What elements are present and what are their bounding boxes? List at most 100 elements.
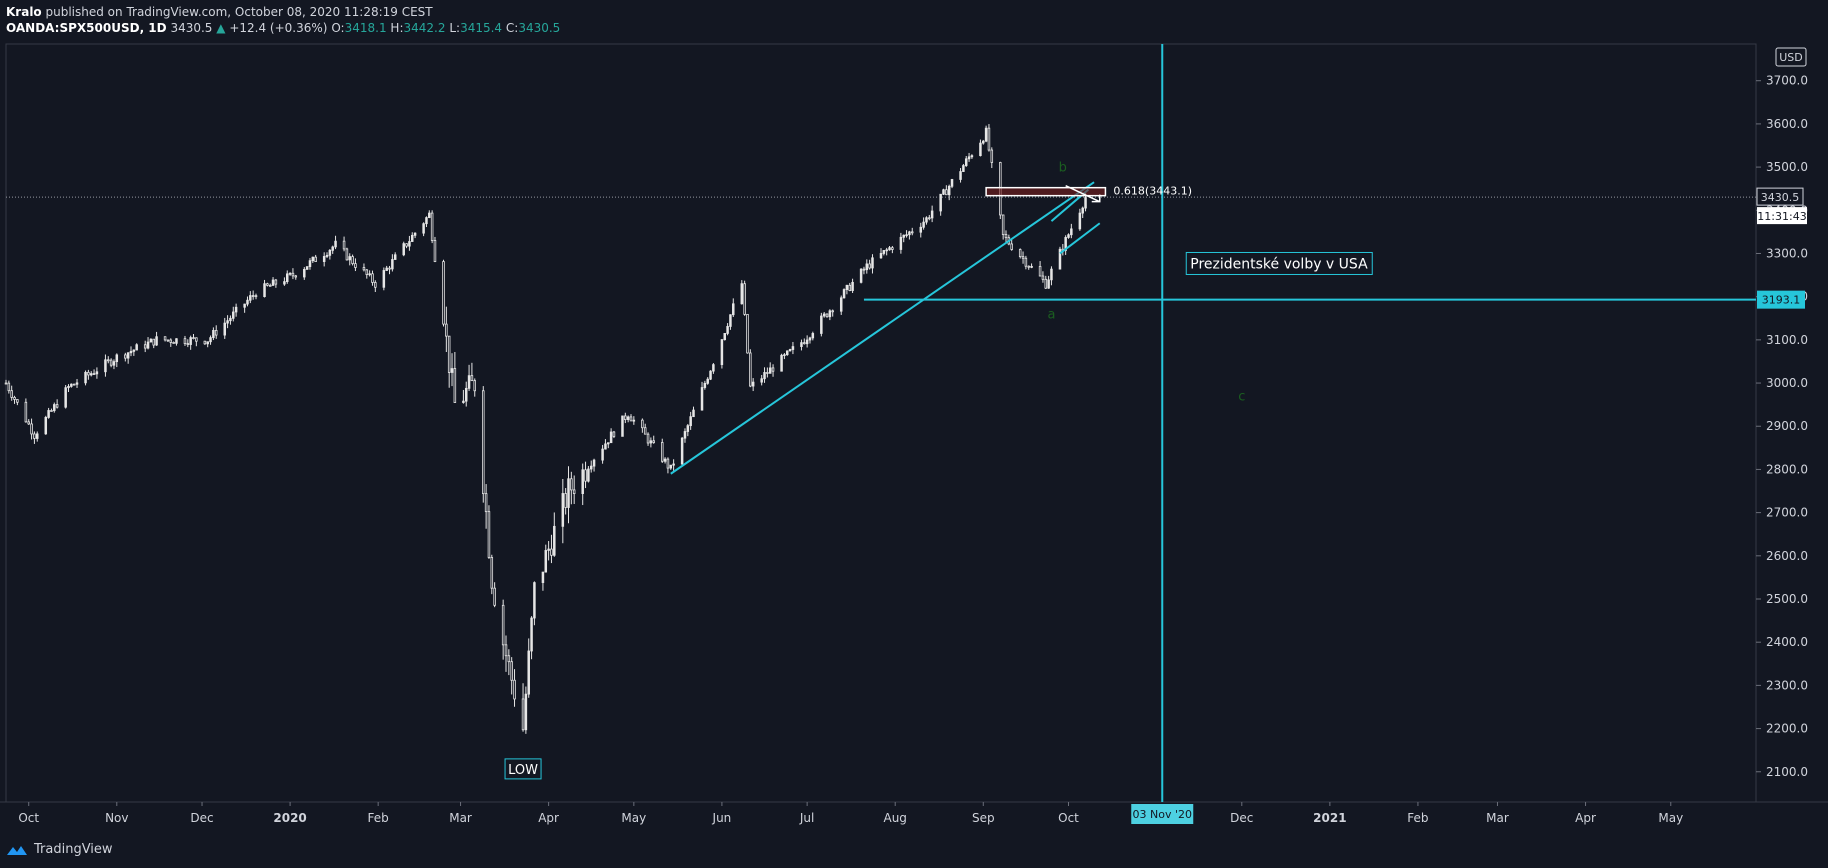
last-price: 3430.5 [170, 21, 213, 35]
candle-body [445, 323, 448, 337]
candle-body [274, 279, 278, 285]
candle-body [970, 155, 974, 158]
y-tick-label: 2600.0 [1766, 549, 1808, 563]
candle-body [601, 448, 604, 461]
candle-body [581, 469, 584, 494]
candle-body [24, 401, 28, 423]
candle-body [107, 359, 110, 362]
candle-body [450, 368, 454, 373]
projection-arrow-icon [1065, 184, 1101, 203]
candle-body [839, 297, 843, 312]
candle-body [112, 361, 116, 366]
last-price-axis-label: 3430.5 [1761, 191, 1800, 204]
candle-body [135, 344, 138, 351]
candle-body [501, 604, 505, 646]
candle-body [919, 226, 923, 233]
candle-body [979, 142, 982, 157]
candle-body [246, 299, 249, 305]
candle-body [175, 338, 178, 344]
candle-body [507, 655, 511, 663]
candle-body [348, 256, 352, 261]
candle-body [859, 268, 863, 283]
candle-body [75, 382, 79, 385]
candle-body [490, 557, 494, 589]
candle-body [910, 231, 914, 234]
candle-body [828, 310, 832, 318]
candle-body [504, 644, 508, 657]
candle-body [669, 464, 673, 469]
candle-body [271, 279, 275, 286]
candle-body [550, 548, 553, 556]
candle-body [749, 352, 752, 387]
candle-body [959, 171, 962, 180]
candle-body [822, 313, 826, 317]
candle-body [663, 458, 667, 462]
y-tick-label: 2400.0 [1766, 635, 1808, 649]
candle-body [982, 140, 985, 144]
candle-body [368, 273, 371, 276]
candle-body [365, 269, 369, 275]
candle-body [621, 415, 624, 437]
candle-body [155, 336, 158, 346]
candle-body [643, 427, 647, 435]
candle-body [342, 240, 346, 250]
candle-body [328, 249, 332, 256]
candle-body [354, 263, 357, 268]
candle-body [746, 313, 749, 354]
candle-body [624, 415, 627, 420]
x-tick-label: 2021 [1313, 811, 1346, 825]
candle-body [442, 261, 445, 325]
candle-body [64, 387, 67, 408]
candle-body [467, 375, 471, 389]
tradingview-logo-icon [7, 845, 27, 855]
candle-body [530, 617, 533, 652]
y-tick-label: 2900.0 [1766, 419, 1808, 433]
candle-body [263, 283, 266, 298]
candle-body [925, 217, 928, 223]
candle-body [800, 342, 803, 347]
x-tick-label: May [621, 811, 646, 825]
candle-body [305, 266, 309, 270]
candle-body [510, 661, 513, 681]
candle-body [67, 385, 70, 389]
candle-body [652, 440, 655, 443]
candle-body [527, 650, 530, 695]
candle-body [740, 283, 744, 305]
candle-body [629, 416, 633, 422]
fib-zone [985, 186, 1107, 197]
tradingview-footer[interactable]: TradingView [6, 842, 113, 857]
candle-body [987, 127, 991, 151]
candle-body [209, 337, 212, 343]
tradingview-brand: TradingView [34, 842, 113, 857]
candle-body [124, 354, 127, 359]
candle-body [584, 469, 587, 482]
up-arrow-icon: ▲ [216, 21, 226, 35]
candle-body [945, 189, 948, 196]
candle-body [845, 284, 849, 290]
candle-body [967, 156, 971, 160]
currency-label: USD [1779, 51, 1803, 64]
candle-body [30, 423, 33, 435]
candle-body [391, 259, 394, 270]
candle-body [132, 349, 136, 352]
candle-body [89, 373, 93, 376]
candle-body [393, 254, 397, 260]
candle-body [820, 315, 823, 334]
candle-body [371, 273, 374, 283]
candle-body [712, 364, 715, 372]
candle-body [1078, 212, 1082, 230]
candle-body [589, 465, 593, 470]
candle-body [1067, 234, 1070, 238]
candle-body [226, 320, 229, 324]
last-price-badge [1756, 187, 1804, 206]
candle-body [1030, 265, 1033, 268]
candle-body [10, 390, 13, 398]
level-badge [1757, 290, 1805, 309]
publisher-name[interactable]: Kralo [6, 5, 42, 19]
x-tick-label: Jun [712, 811, 732, 825]
y-tick-label: 2700.0 [1766, 506, 1808, 520]
publish-info: Kralo published on TradingView.com, Octo… [6, 5, 433, 19]
candle-body [334, 240, 337, 248]
candle-body [311, 256, 315, 262]
